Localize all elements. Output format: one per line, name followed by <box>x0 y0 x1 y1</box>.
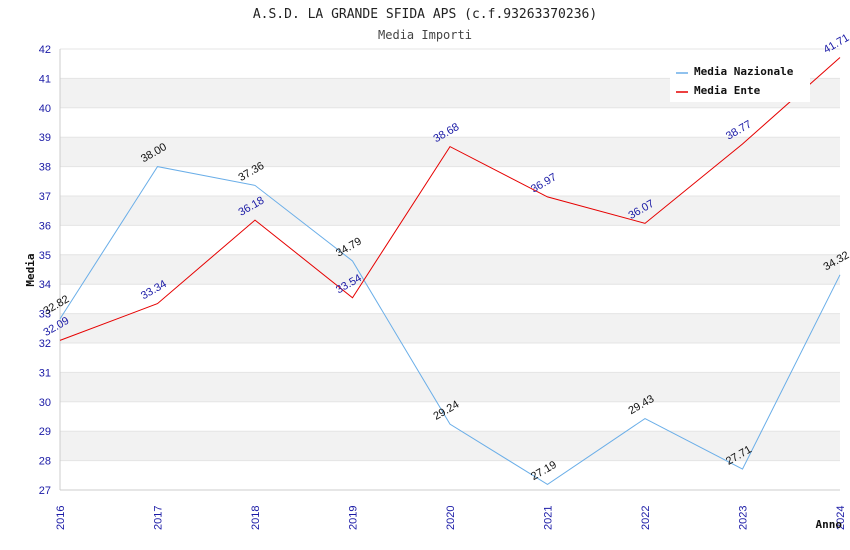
grid-band <box>60 254 840 285</box>
x-tick-label: 2022 <box>640 506 652 530</box>
legend-label-nazionale: Media Nazionale <box>694 65 794 78</box>
series-line-media-nazionale <box>59 166 841 486</box>
y-tick-label: 41 <box>39 73 51 85</box>
y-tick-label: 36 <box>39 220 51 232</box>
chart-title: A.S.D. LA GRANDE SFIDA APS (c.f.93263370… <box>253 7 597 22</box>
legend-box <box>670 60 810 102</box>
grid-band <box>60 313 840 343</box>
grid-bands <box>60 48 840 491</box>
y-axis-ticks: 27 28 29 30 31 32 33 34 35 36 37 38 39 40 41 42 <box>39 44 51 497</box>
data-label: 36.97 <box>529 171 559 195</box>
y-tick-label: 27 <box>39 485 51 497</box>
y-tick-label: 34 <box>39 279 51 291</box>
x-tick-label: 2024 <box>835 506 847 530</box>
y-tick-label: 28 <box>39 456 51 468</box>
y-axis-label: Media <box>24 253 37 286</box>
chart-subtitle: Media Importi <box>378 28 472 42</box>
series-line-media-ente <box>59 57 841 341</box>
legend-label-ente: Media Ente <box>694 84 761 97</box>
data-label: 41.71 <box>822 32 850 56</box>
legend: Media Nazionale Media Ente <box>670 60 810 102</box>
x-tick-label: 2016 <box>55 506 67 530</box>
series-group <box>59 57 841 486</box>
y-tick-label: 37 <box>39 191 51 203</box>
x-tick-label: 2023 <box>738 506 750 530</box>
y-tick-label: 30 <box>39 397 51 409</box>
x-tick-label: 2021 <box>543 506 555 530</box>
x-tick-label: 2018 <box>250 506 262 530</box>
y-tick-label: 29 <box>39 426 51 438</box>
y-tick-label: 42 <box>39 44 51 56</box>
y-tick-label: 31 <box>39 367 51 379</box>
x-axis-label: Anno <box>816 518 843 531</box>
y-tick-label: 32 <box>39 338 51 350</box>
y-tick-label: 33 <box>39 309 51 321</box>
grid-band <box>60 372 840 402</box>
y-tick-label: 35 <box>39 250 51 262</box>
grid-band <box>60 196 840 226</box>
y-tick-label: 39 <box>39 132 51 144</box>
y-tick-label: 40 <box>39 103 51 115</box>
grid-band <box>60 431 840 461</box>
grid-band <box>60 137 840 167</box>
y-tick-label: 38 <box>39 162 51 174</box>
x-axis-ticks: 2016 2017 2018 2019 2020 2021 2022 2023 2024 <box>55 506 847 530</box>
x-tick-label: 2020 <box>445 506 457 530</box>
x-tick-label: 2017 <box>153 506 165 530</box>
x-tick-label: 2019 <box>348 506 360 530</box>
